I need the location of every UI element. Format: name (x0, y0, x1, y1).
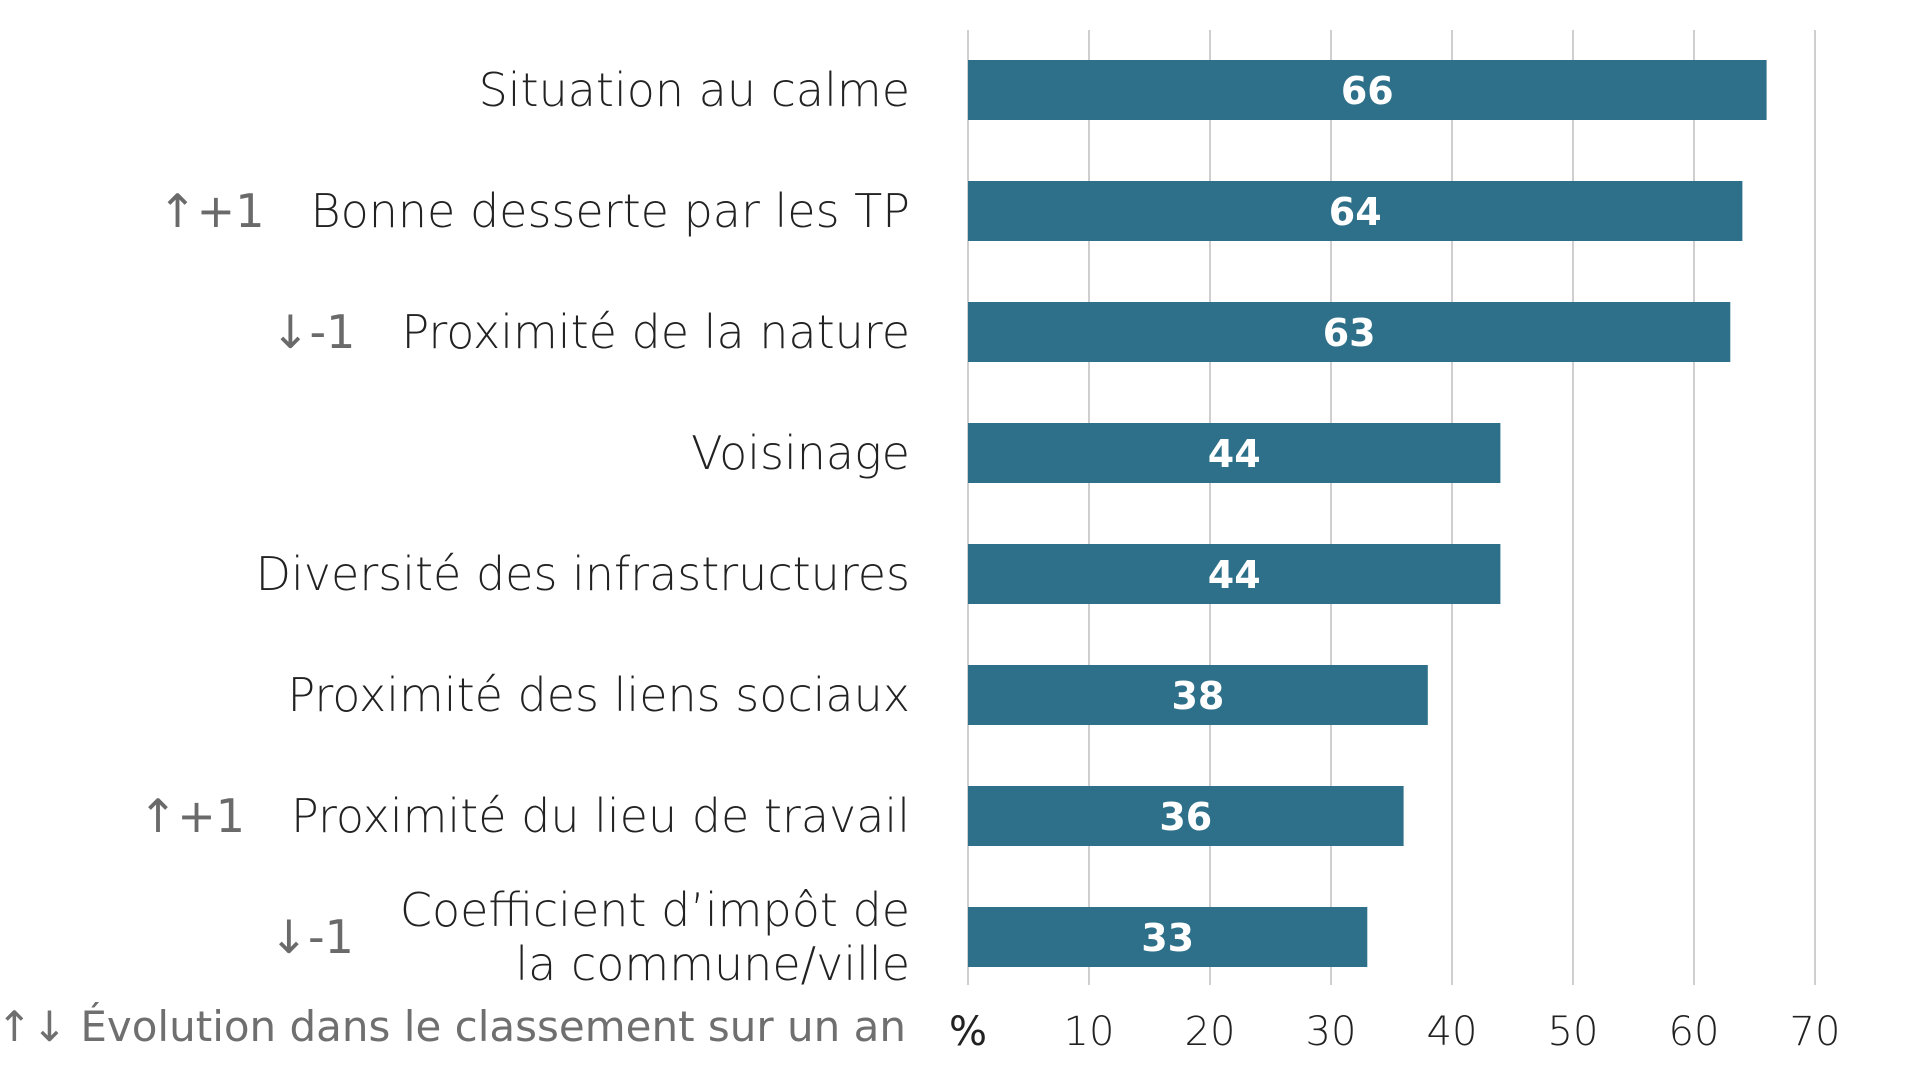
x-tick-label: 60 (1669, 1009, 1720, 1055)
category-label-line: Proximité de la nature (401, 305, 910, 359)
bar-value-label: 38 (1171, 674, 1224, 718)
category-label-line: Proximité des liens sociaux (287, 668, 910, 722)
category-label-line: Proximité du lieu de travail (291, 789, 910, 843)
bar (968, 665, 1428, 725)
rank-change-label: ↑+1 (158, 184, 265, 238)
footnote: ↑↓ Évolution dans le classement sur un a… (0, 1002, 906, 1051)
category-label: Diversité des infrastructures (256, 547, 910, 601)
rank-change-label: ↓-1 (269, 910, 354, 964)
bar (968, 423, 1501, 483)
bar-value-label: 63 (1323, 311, 1376, 355)
bar-value-label: 64 (1329, 190, 1382, 234)
category-label-line: Diversité des infrastructures (255, 547, 910, 601)
x-tick-label: 50 (1548, 1009, 1599, 1055)
x-tick-label: 40 (1427, 1009, 1478, 1055)
x-tick-label: 20 (1185, 1009, 1236, 1055)
x-tick-label: 10 (1064, 1009, 1115, 1055)
bar-value-label: 33 (1141, 916, 1194, 960)
x-axis-unit-label: % (949, 1009, 987, 1055)
category-label-line: Voisinage (691, 426, 910, 480)
category-label: Bonne desserte par les TP (310, 184, 910, 238)
category-label: Situation au calme (479, 63, 910, 117)
bar (968, 786, 1404, 846)
category-label: Proximité des liens sociaux (287, 668, 910, 722)
bar (968, 302, 1731, 362)
category-label: Coefficient d’impôt de la commune/ville (400, 883, 910, 991)
category-label-line: Coefficient d’impôt de (399, 883, 910, 937)
category-label: Proximité du lieu de travail (291, 789, 910, 843)
rank-change-label: ↓-1 (271, 305, 356, 359)
category-label-line: la commune/ville (515, 937, 910, 991)
x-tick-label: 30 (1306, 1009, 1357, 1055)
category-label: Voisinage (691, 426, 910, 480)
bar (968, 907, 1368, 967)
x-tick-label: 70 (1790, 1009, 1841, 1055)
bar-value-label: 44 (1208, 553, 1261, 597)
bar (968, 544, 1501, 604)
bar-value-label: 66 (1341, 69, 1394, 113)
category-label-line: Bonne desserte par les TP (310, 184, 910, 238)
category-label: Proximité de la nature (401, 305, 910, 359)
bar (968, 60, 1767, 120)
rank-change-label: ↑+1 (138, 789, 246, 843)
category-label-line: Situation au calme (478, 63, 910, 117)
bar (968, 181, 1743, 241)
bar-value-label: 44 (1208, 432, 1261, 476)
bar-value-label: 36 (1159, 795, 1212, 839)
